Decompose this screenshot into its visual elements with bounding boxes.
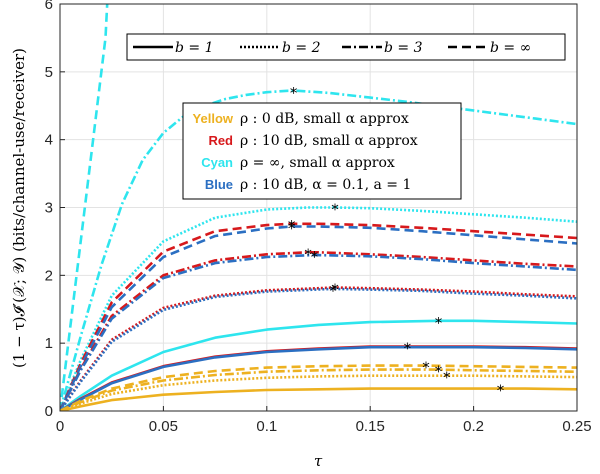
series-line-7 bbox=[60, 253, 577, 411]
y-tick-label: 5 bbox=[45, 64, 53, 81]
legend-color-text: ρ = ∞, small α approx bbox=[240, 155, 395, 171]
y-tick-label: 2 bbox=[45, 267, 53, 284]
x-tick-label: 0.05 bbox=[149, 418, 178, 435]
legend-color-name: Cyan bbox=[201, 155, 233, 170]
legend-color-text: ρ : 0 dB, small α approx bbox=[240, 111, 409, 127]
legend-label: b = 3 bbox=[384, 40, 423, 56]
peak-marker: * bbox=[290, 84, 298, 102]
series-line-12 bbox=[60, 345, 577, 411]
legend-color-text: ρ : 10 dB, α = 0.1, a = 1 bbox=[240, 177, 411, 193]
series-line-1 bbox=[60, 4, 109, 411]
peak-marker: * bbox=[311, 248, 319, 266]
y-axis-ticks: 0 1 2 3 4 5 6 bbox=[45, 0, 65, 420]
series-line-2 bbox=[60, 89, 577, 411]
legend-color-text: ρ : 10 dB, small α approx bbox=[240, 133, 418, 149]
series-lines bbox=[60, 4, 577, 411]
legend-color-name: Yellow bbox=[193, 111, 234, 126]
series-line-6 bbox=[60, 251, 577, 411]
peak-marker: * bbox=[422, 359, 430, 377]
peak-marker: * bbox=[497, 382, 505, 400]
series-line-3 bbox=[60, 206, 577, 411]
x-tick-label: 0.25 bbox=[562, 418, 591, 435]
series-line-4 bbox=[60, 222, 577, 411]
y-tick-label: 6 bbox=[45, 0, 53, 13]
series-line-5 bbox=[60, 225, 577, 411]
peak-marker: * bbox=[331, 201, 339, 219]
peak-marker: * bbox=[404, 340, 412, 358]
peak-markers: *********** * ** bbox=[288, 84, 505, 400]
series-line-16 bbox=[60, 387, 577, 411]
x-axis-label: τ bbox=[314, 452, 323, 470]
legend-label: b = ∞ bbox=[490, 40, 531, 56]
peak-marker: * bbox=[435, 363, 443, 381]
x-tick-label: 0.1 bbox=[256, 418, 277, 435]
x-tick-label: 0.15 bbox=[356, 418, 385, 435]
peak-marker: * bbox=[443, 369, 451, 387]
legend-label: b = 1 bbox=[175, 40, 214, 56]
y-tick-label: 3 bbox=[45, 200, 53, 217]
legend-color-name: Blue bbox=[205, 177, 233, 192]
series-line-14 bbox=[60, 368, 577, 411]
x-tick-label: 0 bbox=[56, 418, 64, 435]
peak-marker: * bbox=[329, 282, 337, 300]
peak-marker: * bbox=[288, 219, 296, 237]
peak-marker: * bbox=[331, 281, 339, 299]
series-line-10 bbox=[60, 319, 577, 411]
legend-line-styles: b = 1 b = 2 b = 3 b = ∞ bbox=[126, 33, 566, 61]
series-line-9 bbox=[60, 287, 577, 411]
peak-marker: * bbox=[288, 217, 296, 235]
legend-label: b = 2 bbox=[282, 40, 321, 56]
y-axis-label: (1 − τ)𝓘′(𝒳; 𝒴) (bits/channel-use/receiv… bbox=[10, 48, 28, 368]
y-tick-label: 1 bbox=[45, 335, 53, 352]
legend-colors: Yellow ρ : 0 dB, small α approx Red ρ : 10 … bbox=[182, 102, 462, 200]
peak-marker: * bbox=[435, 314, 443, 332]
y-tick-label: 4 bbox=[45, 132, 53, 149]
series-line-15 bbox=[60, 374, 577, 411]
series-line-13 bbox=[60, 364, 577, 411]
y-tick-label: 0 bbox=[45, 403, 53, 420]
legend-box bbox=[182, 102, 462, 200]
peak-marker: * bbox=[304, 245, 312, 263]
legend-color-name: Red bbox=[208, 133, 233, 148]
x-axis-ticks: 0 0.05 0.1 0.15 0.2 0.25 bbox=[56, 406, 592, 435]
x-tick-label: 0.2 bbox=[463, 418, 484, 435]
